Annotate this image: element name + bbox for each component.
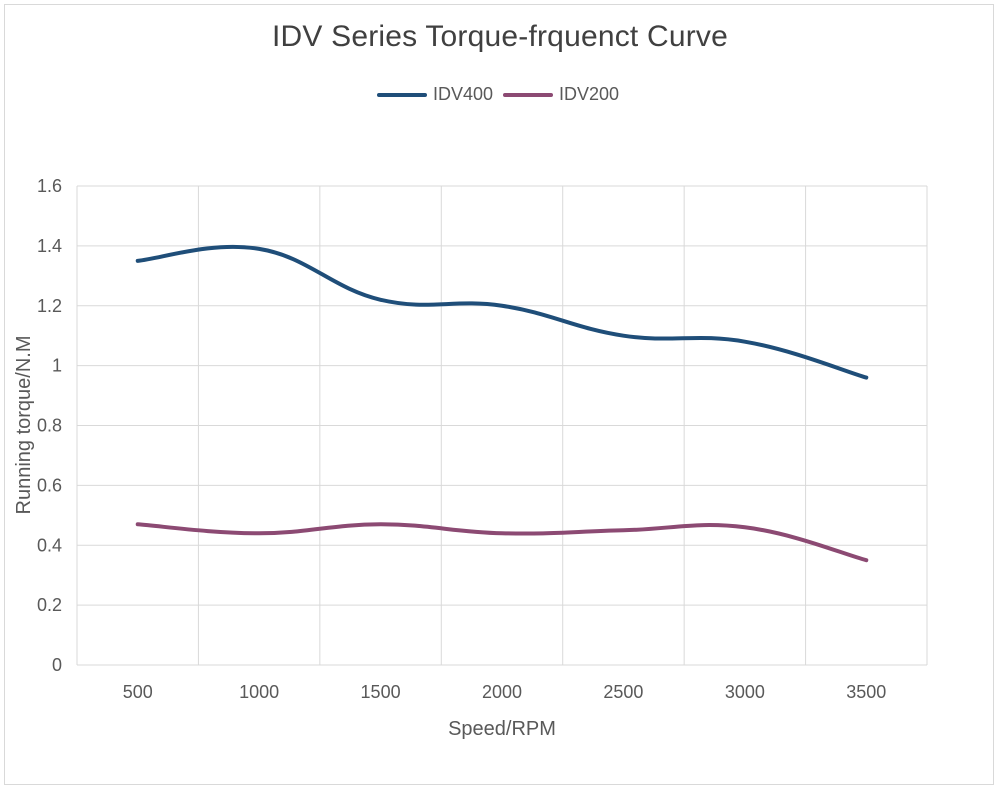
legend-label-series-2: IDV200 <box>559 84 620 104</box>
series-line-1 <box>135 244 869 380</box>
x-axis-ticks: 500 1000 1500 2000 2500 3000 3500 <box>123 682 887 702</box>
legend-item-series-2: IDV200 <box>503 84 619 105</box>
y-axis-title: Running torque/N.M <box>13 336 35 515</box>
x-axis-title: Speed/RPM <box>448 718 556 740</box>
series-lines <box>135 244 869 563</box>
legend-swatch-series-2 <box>503 92 553 97</box>
y-tick-label-5: 1 <box>52 356 62 376</box>
x-tick-label-0: 500 <box>123 682 153 702</box>
series-line-2 <box>135 522 869 563</box>
y-tick-label-0: 0 <box>52 655 62 675</box>
y-tick-label-4: 0.8 <box>37 416 62 436</box>
x-tick-label-5: 3000 <box>725 682 765 702</box>
legend-swatch-series-1 <box>376 92 427 97</box>
x-tick-label-1: 1000 <box>239 682 279 702</box>
y-tick-label-2: 0.4 <box>37 535 62 555</box>
y-tick-label-8: 1.6 <box>37 176 62 196</box>
chart-legend: IDV400 IDV200 <box>0 84 1000 105</box>
x-tick-label-3: 2000 <box>482 682 522 702</box>
chart-frame <box>4 4 994 785</box>
legend-label-series-1: IDV400 <box>432 84 493 104</box>
x-tick-label-4: 2500 <box>603 682 643 702</box>
y-tick-label-1: 0.2 <box>37 595 62 615</box>
x-tick-label-6: 3500 <box>846 682 886 702</box>
y-axis-ticks: 0 0.2 0.4 0.6 0.8 1 1.2 1.4 1.6 <box>37 176 62 675</box>
legend-item-series-1: IDV400 <box>376 84 493 105</box>
grid-lines <box>76 185 928 666</box>
x-tick-label-2: 1500 <box>361 682 401 702</box>
y-tick-label-6: 1.2 <box>37 296 62 316</box>
y-tick-label-7: 1.4 <box>37 236 62 256</box>
chart-title: IDV Series Torque-frquenct Curve <box>271 20 729 53</box>
y-tick-label-3: 0.6 <box>37 475 62 495</box>
